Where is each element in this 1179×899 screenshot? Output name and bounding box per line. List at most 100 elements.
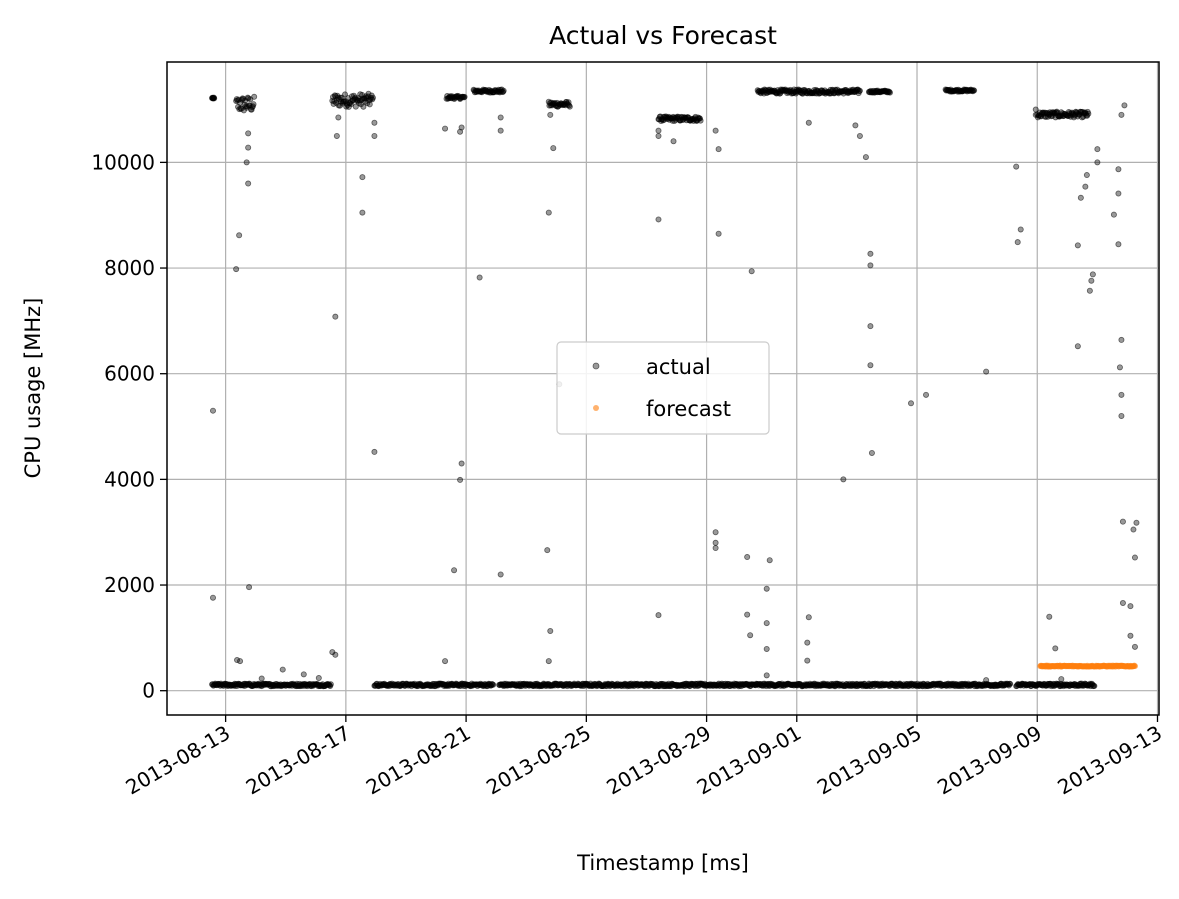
legend-marker-forecast: [593, 405, 599, 411]
actual-point: [544, 547, 551, 554]
actual-point: [840, 476, 847, 483]
actual-point: [1089, 271, 1096, 278]
actual-point: [1121, 102, 1128, 109]
actual-point: [1058, 676, 1065, 683]
x-axis-title: Timestamp [ms]: [576, 851, 749, 875]
forecast-point: [1131, 663, 1138, 670]
actual-point: [1130, 526, 1137, 533]
actual-point: [852, 122, 859, 129]
actual-point: [245, 130, 252, 137]
actual-point: [547, 627, 554, 634]
actual-point: [279, 666, 286, 673]
chart-title: Actual vs Forecast: [549, 21, 777, 50]
legend-marker-actual: [592, 362, 600, 370]
actual-point: [923, 391, 930, 398]
actual-point: [763, 585, 770, 592]
actual-point: [1017, 226, 1024, 233]
actual-point: [715, 146, 722, 153]
actual-point: [1074, 343, 1081, 350]
legend-box: [556, 341, 770, 435]
actual-point: [805, 119, 812, 126]
actual-point: [1083, 172, 1090, 179]
actual-point: [712, 539, 719, 546]
actual-point: [1119, 518, 1126, 525]
actual-point: [1115, 166, 1122, 173]
actual-point: [867, 323, 874, 330]
actual-point: [1007, 680, 1014, 687]
actual-point: [856, 87, 863, 94]
actual-point: [333, 132, 340, 139]
actual-point: [451, 567, 458, 574]
actual-point: [1085, 110, 1092, 117]
actual-point: [211, 95, 218, 102]
actual-point: [856, 132, 863, 139]
actual-point: [1127, 632, 1134, 639]
actual-point: [1091, 683, 1098, 690]
actual-point: [245, 180, 252, 187]
actual-point: [744, 611, 751, 618]
actual-point: [1032, 106, 1039, 113]
actual-point: [983, 677, 990, 684]
actual-point: [1115, 190, 1122, 197]
actual-point: [983, 368, 990, 375]
actual-point: [712, 127, 719, 134]
actual-point: [1118, 412, 1125, 419]
legend-label-actual: actual: [646, 355, 711, 379]
actual-point: [476, 274, 483, 281]
actual-point: [442, 125, 449, 132]
plot-points: [209, 86, 1140, 690]
actual-point: [1118, 391, 1125, 398]
actual-point: [1052, 645, 1059, 652]
actual-point: [497, 114, 504, 121]
actual-point: [315, 675, 322, 682]
actual-point: [566, 103, 573, 110]
actual-point: [1014, 239, 1021, 246]
actual-point: [500, 87, 507, 94]
actual-point: [458, 460, 465, 467]
actual-point: [670, 138, 677, 145]
actual-point: [545, 209, 552, 216]
actual-point: [868, 449, 875, 456]
actual-point: [1094, 159, 1101, 166]
actual-point: [237, 658, 244, 665]
actual-point: [1118, 111, 1125, 118]
actual-point: [359, 209, 366, 216]
actual-point: [1086, 287, 1093, 294]
actual-point: [805, 614, 812, 621]
actual-point: [655, 132, 662, 139]
actual-point: [497, 127, 504, 134]
actual-point: [763, 620, 770, 627]
actual-point: [359, 174, 366, 181]
y-axis-title: CPU usage [MHz]: [21, 298, 45, 479]
actual-point: [1131, 643, 1138, 650]
actual-point: [1115, 241, 1122, 248]
actual-point: [547, 111, 554, 118]
grid: [167, 62, 1159, 715]
actual-point: [1127, 603, 1134, 610]
actual-point: [867, 262, 874, 269]
actual-point: [971, 87, 978, 94]
actual-point: [744, 554, 751, 561]
actual-point: [1013, 163, 1020, 170]
actual-point: [655, 612, 662, 619]
actual-point: [332, 651, 339, 658]
actual-point: [1088, 277, 1095, 284]
y-tick-label: 0: [142, 679, 155, 703]
actual-point: [908, 400, 915, 407]
actual-point: [763, 645, 770, 652]
legend: actual forecast: [556, 341, 770, 435]
actual-point: [550, 145, 557, 152]
actual-point: [867, 250, 874, 257]
actual-point: [1094, 146, 1101, 153]
actual-point: [1110, 211, 1117, 218]
actual-point: [251, 93, 258, 100]
actual-point: [1082, 183, 1089, 190]
actual-point: [886, 89, 893, 96]
actual-point: [1116, 364, 1123, 371]
actual-point: [1046, 613, 1053, 620]
actual-point: [804, 639, 811, 646]
actual-point: [335, 114, 342, 121]
actual-point: [332, 313, 339, 320]
actual-point: [748, 268, 755, 275]
actual-point: [490, 681, 497, 688]
